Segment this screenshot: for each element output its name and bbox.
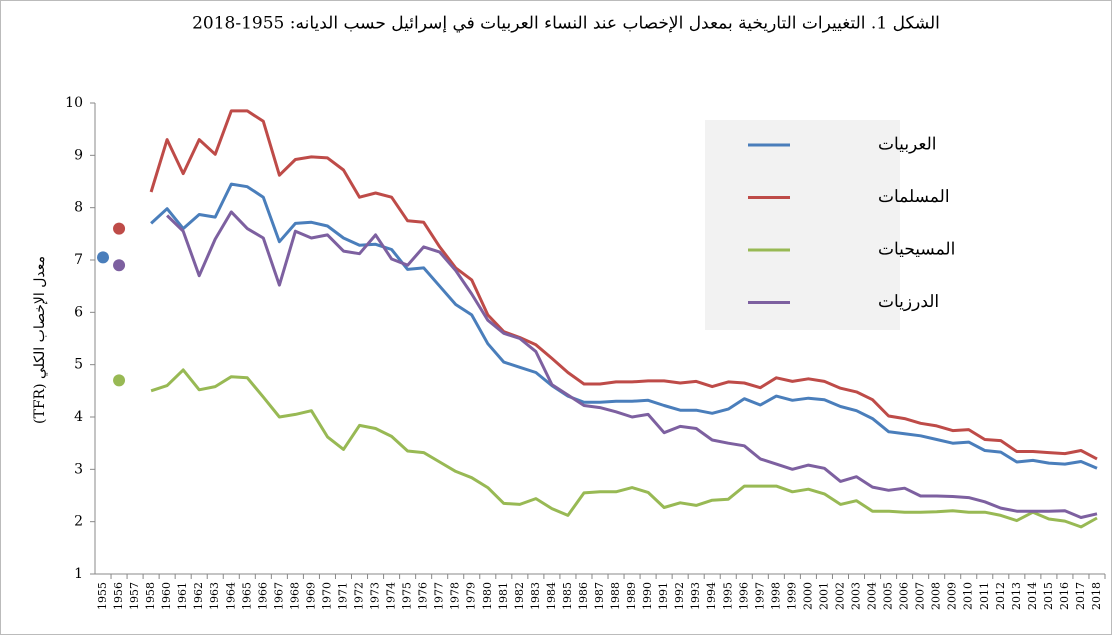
x-tick-label: 1957 [128, 582, 141, 610]
chart-title: الشكل 1. التغييرات التاريخية بمعدل الإخص… [192, 14, 940, 34]
x-tick-label: 1995 [721, 582, 734, 610]
x-tick-label: 2006 [898, 582, 911, 610]
x-tick-label: 1958 [144, 582, 157, 610]
x-tick-label: 1999 [785, 582, 798, 610]
x-tick-label: 1978 [449, 582, 462, 610]
x-tick-label: 2003 [850, 582, 863, 610]
x-tick-label: 1960 [160, 582, 173, 610]
x-tick-label: 2008 [930, 582, 943, 610]
x-tick-label: 1981 [497, 582, 510, 610]
legend-label: المسيحيات [878, 240, 955, 260]
x-tick-label: 2007 [914, 582, 927, 610]
x-tick-label: 1979 [465, 582, 478, 610]
x-tick-label: 2000 [801, 582, 814, 610]
y-axis-label: معدل الإخصاب الكلي (TFR) [32, 256, 48, 424]
x-tick-label: 2010 [962, 582, 975, 610]
x-tick-label: 1996 [737, 582, 750, 610]
x-tick-label: 1992 [673, 582, 686, 610]
x-tick-label: 2012 [994, 582, 1007, 610]
x-tick-label: 1994 [705, 582, 718, 610]
series-line [150, 182, 1098, 470]
legend-label: الدرزيات [878, 292, 939, 312]
x-tick-label: 2014 [1026, 582, 1039, 610]
x-tick-label: 1968 [288, 582, 301, 610]
x-tick-label: 2004 [866, 582, 879, 610]
x-tick-label: 1970 [320, 582, 333, 610]
y-tick-label: 7 [74, 252, 83, 268]
x-tick-label: 1973 [369, 582, 382, 610]
y-tick-label: 3 [74, 461, 83, 477]
y-tick-label: 10 [65, 95, 83, 111]
x-tick-label: 1993 [689, 582, 702, 610]
x-tick-label: 1962 [192, 582, 205, 610]
x-tick-label: 2013 [1010, 582, 1023, 610]
x-tick-label: 1961 [176, 582, 189, 610]
x-tick-label: 1982 [513, 582, 526, 610]
x-tick-label: 1969 [304, 582, 317, 610]
x-tick-label: 1983 [529, 582, 542, 610]
x-tick-label: 1989 [625, 582, 638, 610]
x-tick-label: 2002 [833, 582, 846, 610]
x-tick-label: 1974 [385, 582, 398, 610]
x-tick-label: 1971 [336, 582, 349, 610]
point [97, 251, 110, 264]
point [113, 222, 126, 235]
x-tick-label: 1997 [753, 582, 766, 610]
series-line [149, 109, 1098, 461]
y-tick-label: 2 [74, 514, 83, 530]
x-tick-label: 1977 [433, 582, 446, 610]
x-tick-label: 1966 [256, 582, 269, 610]
x-tick-label: 1976 [417, 582, 430, 610]
x-tick-label: 2017 [1074, 582, 1087, 610]
x-tick-label: 1975 [401, 582, 414, 610]
legend-label: المسلمات [878, 187, 950, 207]
x-tick-label: 2015 [1042, 582, 1055, 610]
x-tick-label: 1986 [577, 582, 590, 610]
x-tick-label: 1972 [353, 582, 366, 610]
x-tick-label: 1991 [657, 582, 670, 610]
x-tick-label: 2001 [817, 582, 830, 610]
y-tick-label: 5 [74, 357, 83, 373]
x-tick-label: 1980 [481, 582, 494, 610]
y-tick-label: 1 [74, 566, 83, 582]
x-tick-label: 2009 [946, 582, 959, 610]
x-tick-label: 1967 [272, 582, 285, 610]
y-tick-label: 8 [74, 200, 83, 216]
x-tick-label: 1987 [593, 582, 606, 610]
x-tick-label: 1990 [641, 582, 654, 610]
x-tick-label: 1988 [609, 582, 622, 610]
x-tick-label: 2018 [1090, 582, 1103, 610]
x-tick-label: 1963 [208, 582, 221, 610]
x-tick-label: 1965 [240, 582, 253, 610]
point [113, 374, 126, 387]
y-tick-label: 6 [74, 304, 83, 320]
point [113, 259, 126, 272]
x-tick-label: 2011 [978, 582, 991, 610]
series-line [150, 368, 1098, 529]
x-tick-label: 2016 [1058, 582, 1071, 610]
x-tick-label: 1964 [224, 582, 237, 610]
x-tick-label: 1956 [112, 582, 125, 610]
x-tick-label: 1998 [769, 582, 782, 610]
y-tick-label: 9 [74, 147, 83, 163]
series-line [166, 210, 1098, 519]
x-tick-label: 2005 [882, 582, 895, 610]
legend-label: العربيات [878, 135, 937, 155]
y-tick-label: 4 [74, 409, 83, 425]
x-tick-label: 1955 [96, 582, 109, 610]
x-tick-label: 1985 [561, 582, 574, 610]
x-tick-label: 1984 [545, 582, 558, 610]
legend-box [705, 120, 900, 330]
